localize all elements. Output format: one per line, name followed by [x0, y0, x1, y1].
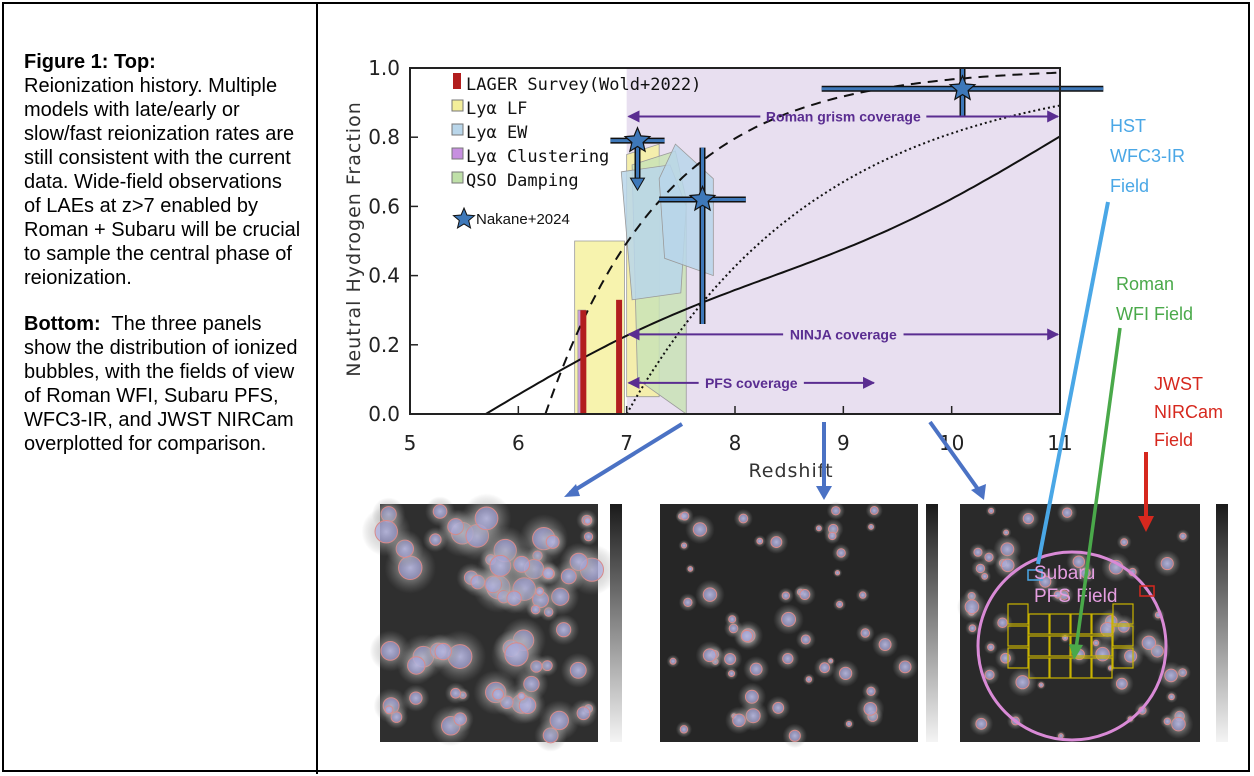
x-tick-label-3: 7	[620, 431, 633, 455]
hst-label-line-1: HST	[1110, 116, 1146, 136]
hst-label-line-3: Field	[1110, 176, 1149, 196]
jwst-nircam-field	[1139, 585, 1155, 597]
arrow-to-panel-1-head	[564, 484, 580, 497]
legend-swatch-4	[451, 147, 464, 160]
legend-label-1: LAGER Survey(Wold+2022)	[466, 75, 701, 95]
coverage-label-2: NINJA coverage	[790, 326, 897, 342]
model-curve-fast	[625, 104, 1061, 415]
roman-label-line-2: WFI Field	[1116, 304, 1193, 324]
roman-label-line-1: Roman	[1116, 274, 1174, 294]
data-marks	[580, 68, 1104, 414]
coverage-label-3: PFS coverage	[705, 375, 798, 391]
roman-arrow	[1074, 327, 1122, 650]
legend-label-3: Lyα EW	[466, 123, 528, 143]
y-tick-label-6: 1.0	[368, 56, 400, 80]
caption-top-heading: Figure 1: Top:	[24, 51, 156, 73]
caption-bottom-text: The three panels show the distribution o…	[24, 313, 298, 455]
subaru-pfs-field	[976, 550, 1168, 742]
hst-wfc3-field	[1027, 569, 1043, 581]
jwst-label-line-1: JWST	[1154, 374, 1203, 394]
hst-arrow	[1036, 201, 1110, 565]
hst-label-line-2: WFC3-IR	[1110, 146, 1185, 166]
connector-arrows	[564, 201, 1154, 660]
coverage-arrows: Roman grism coverage NINJA coverage PFS co…	[627, 108, 1060, 391]
x-axis-label: Redshift	[748, 460, 833, 482]
jwst-label-line-2: NIRCam	[1154, 402, 1223, 422]
legend-label-6: Nakane+2024	[476, 211, 570, 228]
legend-swatch-2	[451, 99, 464, 112]
hst-label: HST WFC3-IR Field	[1110, 116, 1185, 196]
y-tick-label-2: 0.2	[368, 333, 400, 357]
arrow-to-panel-3-head	[971, 484, 986, 500]
legend-label-5: QSO Damping	[466, 171, 579, 191]
nakane-point-2	[659, 147, 746, 325]
x-tick-label-4: 8	[729, 431, 742, 455]
simulation-panel-3: Subaru PFS Field	[950, 497, 1246, 759]
legend-swatch-5	[451, 171, 464, 184]
lager-bar-2	[616, 299, 623, 414]
legend: LAGER Survey(Wold+2022) Lyα LF Lyα EW Lyα C…	[451, 73, 701, 229]
legend-swatch-1	[453, 73, 461, 89]
nakane-point-1	[610, 126, 665, 192]
model-curve-early	[544, 71, 1061, 415]
y-tick-label-5: 0.8	[368, 125, 400, 149]
legend-swatch-6	[452, 206, 476, 229]
y-axis-label: Neutral Hydrogen Fraction	[343, 101, 365, 376]
caption-bottom: Bottom: The three panels show the distri…	[24, 312, 304, 456]
x-tick-label-1: 5	[404, 431, 417, 455]
nakane-point-3	[821, 68, 1104, 117]
column-divider	[316, 2, 318, 774]
y-tick-label-4: 0.6	[368, 194, 400, 218]
legend-label-4: Lyα Clustering	[466, 147, 609, 167]
legend-label-2: Lyα LF	[466, 99, 527, 119]
caption-top: Figure 1: Top: Reionization history. Mult…	[24, 50, 304, 290]
arrow-to-panel-3	[928, 420, 982, 494]
jwst-label-line-3: Field	[1154, 430, 1193, 450]
arrow-to-panel-2-head	[816, 486, 832, 500]
figure-caption: Figure 1: Top: Reionization history. Mult…	[24, 50, 304, 478]
subaru-label-line-1: Subaru	[1034, 563, 1095, 584]
legend-swatch-3	[451, 123, 464, 136]
reionization-chart: Roman grism coverage NINJA coverage PFS co…	[343, 56, 1104, 482]
lager-bar-1	[580, 310, 587, 414]
simulation-panel-2	[645, 497, 945, 759]
coverage-label-1: Roman grism coverage	[766, 108, 921, 124]
y-tick-label-3: 0.4	[368, 264, 400, 288]
figure-graphic: Roman grism coverage NINJA coverage PFS co…	[343, 56, 1246, 759]
x-tick-label-5: 9	[837, 431, 850, 455]
jwst-label: JWST NIRCam Field	[1154, 374, 1223, 450]
subaru-label-line-2: PFS Field	[1034, 586, 1117, 607]
caption-top-text: Reionization history. Multiple models wi…	[24, 75, 301, 289]
caption-bottom-heading: Bottom:	[24, 313, 101, 335]
y-tick-label-1: 0.0	[368, 402, 400, 426]
roman-label: Roman WFI Field	[1116, 274, 1193, 324]
jwst-arrow-head	[1138, 516, 1154, 532]
x-tick-label-2: 6	[512, 431, 525, 455]
arrow-to-panel-1	[568, 422, 684, 495]
roman-arrow-head	[1069, 644, 1083, 660]
roman-wfi-field	[1007, 603, 1134, 679]
simulation-panel-1	[361, 493, 626, 759]
